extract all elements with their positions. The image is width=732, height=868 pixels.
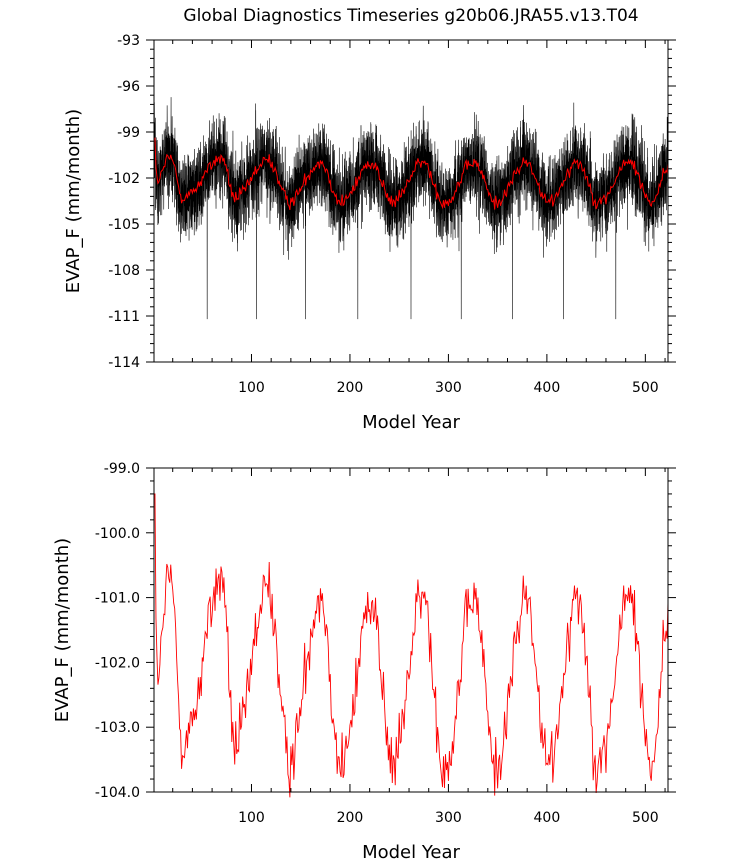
top-y-tick-label: -114 [108, 355, 140, 371]
top-x-tick-label: 400 [534, 380, 561, 396]
bottom-x-tick-label: 500 [632, 810, 659, 826]
top-y-axis-label: EVAP_F (mm/month) [63, 109, 84, 293]
bottom-x-tick-label: 200 [337, 810, 364, 826]
top-y-tick-label: -108 [108, 263, 140, 279]
chart-title: Global Diagnostics Timeseries g20b06.JRA… [183, 6, 638, 26]
bottom-y-tick-label: -99.0 [104, 461, 140, 477]
top-y-tick-label: -105 [108, 217, 140, 233]
top-y-tick-label: -102 [108, 171, 140, 187]
top-y-tick-label: -96 [117, 79, 140, 95]
bottom-y-tick-label: -102.0 [95, 655, 140, 671]
top-x-axis-label: Model Year [362, 412, 460, 433]
top-plot-lines [153, 97, 669, 320]
top-x-tick-label: 100 [238, 380, 265, 396]
bottom-y-tick-label: -100.0 [95, 526, 140, 542]
top-y-tick-label: -93 [117, 33, 140, 49]
top-plot-frame [153, 39, 669, 363]
bottom-y-tick-label: -103.0 [95, 720, 140, 736]
bottom-plot-lines [154, 493, 669, 798]
top-x-tick-label: 500 [632, 380, 659, 396]
annual-mean-line-bottom [154, 493, 669, 798]
top-x-tick-label: 200 [337, 380, 364, 396]
bottom-y-tick-label: -104.0 [95, 785, 140, 801]
bottom-x-tick-label: 100 [238, 810, 265, 826]
bottom-x-tick-label: 300 [435, 810, 462, 826]
bottom-plot-frame [153, 467, 669, 793]
bottom-x-axis-label: Model Year [362, 842, 460, 863]
top-y-tick-label: -99 [117, 125, 140, 141]
top-axis-ticks: 100 200 300 400 500 -93 -96 -99 -102 -105 -108 -111… [108, 33, 676, 396]
bottom-x-tick-label: 400 [534, 810, 561, 826]
annual-mean-line-top [154, 137, 669, 211]
bottom-panel: 100 200 300 400 500 -99.0 -100.0 -101.0 -102.0 -1… [52, 461, 676, 863]
top-panel: 100 200 300 400 500 -93 -96 -99 -102 -105 -108 -111… [63, 33, 676, 433]
top-y-tick-label: -111 [108, 309, 140, 325]
bottom-y-tick-label: -101.0 [95, 591, 140, 607]
bottom-axis-ticks: 100 200 300 400 500 -99.0 -100.0 -101.0 -102.0 -1… [95, 461, 676, 826]
bottom-y-axis-label: EVAP_F (mm/month) [52, 538, 73, 722]
top-x-tick-label: 300 [435, 380, 462, 396]
